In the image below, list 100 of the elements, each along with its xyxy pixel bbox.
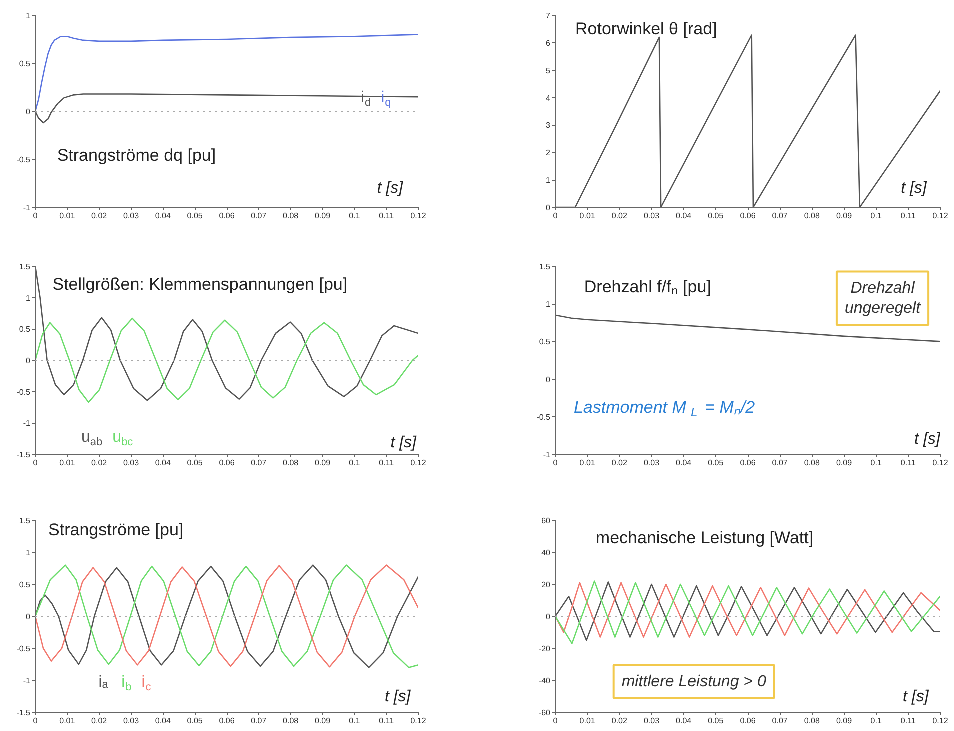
- x-tick-label: 0.12: [410, 212, 427, 220]
- x-tick-label: 0.12: [410, 458, 427, 468]
- x-axis-title: t [s]: [914, 430, 941, 448]
- x-tick-label: 0.09: [836, 458, 853, 468]
- x-tick-label: 0.09: [314, 458, 332, 468]
- x-tick-label: 0: [553, 212, 558, 220]
- text: Stellgrößen: Klemmenspannungen [pu]: [52, 274, 348, 294]
- x-tick-label: 0.12: [932, 458, 949, 468]
- y-tick-label: 1: [546, 300, 552, 310]
- x-tick-label: 0.07: [251, 458, 268, 468]
- x-tick-label: 0.04: [155, 212, 172, 220]
- x-axis-title: t [s]: [901, 180, 928, 197]
- x-tick-label: 0.07: [251, 212, 268, 220]
- x-tick-label: 0.12: [932, 716, 949, 726]
- annotation: Drehzahl ungeregelt: [844, 280, 922, 318]
- x-tick-label: 0.1: [870, 458, 882, 468]
- x-tick-label: 0.05: [187, 716, 204, 726]
- y-tick-label: 0: [26, 612, 32, 622]
- x-tick-label: 0.06: [740, 716, 756, 726]
- x-axis-title: t [s]: [390, 434, 418, 452]
- x-tick-label: 0.06: [740, 212, 756, 220]
- y-tick-label: 6: [546, 38, 552, 48]
- x-tick-label: 0: [553, 458, 558, 468]
- y-tick-label: 3: [546, 121, 552, 130]
- x-tick-label: 0.08: [283, 212, 300, 220]
- y-tick-label: 4: [546, 94, 552, 103]
- annotation: mittlere Leistung > 0: [622, 673, 766, 690]
- y-tick-label: 1.5: [539, 262, 552, 272]
- x-tick-label: 0.06: [219, 458, 236, 468]
- x-tick-label: 0.05: [708, 212, 724, 220]
- y-tick-label: 0: [26, 356, 32, 366]
- x-tick-label: 0.04: [676, 458, 692, 468]
- x-tick-label: 0.1: [349, 716, 361, 726]
- chart-title: Strangströme [pu]: [48, 520, 184, 540]
- x-tick-label: 0.05: [187, 212, 204, 220]
- y-tick-label: 2: [546, 148, 552, 158]
- x-tick-label: 0.03: [644, 716, 660, 726]
- x-tick-label: 0.07: [772, 716, 788, 726]
- x-tick-label: 0.04: [676, 212, 692, 220]
- y-tick-label: 0.5: [19, 325, 32, 334]
- chart-title: Rotorwinkel θ [rad]: [576, 19, 718, 38]
- y-tick-label: 0.5: [539, 338, 552, 347]
- x-tick-label: 0.01: [580, 212, 596, 220]
- y-tick-label: -60: [538, 708, 552, 718]
- x-tick-label: 0.02: [612, 458, 628, 468]
- y-tick-label: 1.5: [19, 516, 32, 526]
- x-tick-label: 0.05: [708, 458, 724, 468]
- y-tick-label: -1.5: [16, 450, 32, 460]
- x-tick-label: 0.05: [187, 458, 204, 468]
- x-tick-label: 0.1: [870, 716, 882, 726]
- x-tick-label: 0.1: [870, 212, 882, 220]
- x-tick-label: 0.01: [60, 716, 76, 726]
- x-tick-label: 0.08: [804, 212, 821, 220]
- y-tick-label: 7: [546, 12, 552, 20]
- x-tick-label: 0.1: [349, 212, 361, 220]
- x-tick-label: 0.08: [283, 716, 300, 726]
- text: Strangströme dq [pu]: [57, 146, 216, 166]
- y-tick-label: -1: [543, 450, 552, 460]
- y-tick-label: 0: [26, 108, 32, 116]
- x-tick-label: 0.02: [612, 212, 628, 220]
- x-tick-label: 0.09: [836, 716, 853, 726]
- x-tick-label: 0.03: [644, 212, 660, 220]
- y-tick-label: 0: [546, 375, 552, 384]
- text: Drehzahl f/fₙ [pu]: [584, 278, 712, 297]
- y-tick-label: 0: [546, 204, 552, 212]
- series-label: iₐ: [98, 674, 110, 692]
- x-tick-label: 0.03: [123, 212, 140, 220]
- x-tick-label: 0.1: [349, 458, 361, 468]
- x-tick-label: 0.09: [314, 716, 332, 726]
- x-tick-label: 0.07: [251, 716, 268, 726]
- x-tick-label: 0.11: [379, 212, 395, 220]
- x-tick-label: 0.08: [283, 458, 300, 468]
- x-tick-label: 0.01: [60, 212, 76, 220]
- x-tick-label: 0.08: [804, 458, 821, 468]
- y-tick-label: 1: [546, 176, 552, 186]
- y-tick-label: 0.5: [19, 60, 32, 68]
- x-tick-label: 0: [33, 212, 38, 220]
- y-tick-label: 20: [542, 580, 552, 590]
- x-tick-label: 0.11: [900, 212, 916, 220]
- y-tick-label: -0.5: [16, 644, 32, 654]
- x-tick-label: 0.02: [92, 212, 108, 220]
- y-tick-label: 0.5: [19, 580, 32, 590]
- x-tick-label: 0: [33, 458, 38, 468]
- y-tick-label: -1: [23, 419, 32, 428]
- y-tick-label: 0: [546, 612, 552, 622]
- x-tick-label: 0.01: [580, 716, 596, 726]
- y-tick-label: -0.5: [16, 388, 32, 397]
- x-tick-label: 0.06: [740, 458, 756, 468]
- y-tick-label: -0.5: [16, 156, 32, 164]
- x-tick-label: 0.07: [772, 212, 788, 220]
- x-tick-label: 0.11: [379, 716, 395, 726]
- x-tick-label: 0.11: [379, 458, 395, 468]
- x-tick-label: 0: [553, 716, 558, 726]
- x-tick-label: 0.05: [708, 716, 724, 726]
- x-tick-label: 0.02: [612, 716, 628, 726]
- x-tick-label: 0.11: [900, 716, 916, 726]
- x-tick-label: 0.06: [219, 716, 236, 726]
- x-axis-title: t [s]: [377, 180, 404, 197]
- x-tick-label: 0.02: [92, 716, 108, 726]
- y-tick-label: 1.5: [19, 262, 32, 272]
